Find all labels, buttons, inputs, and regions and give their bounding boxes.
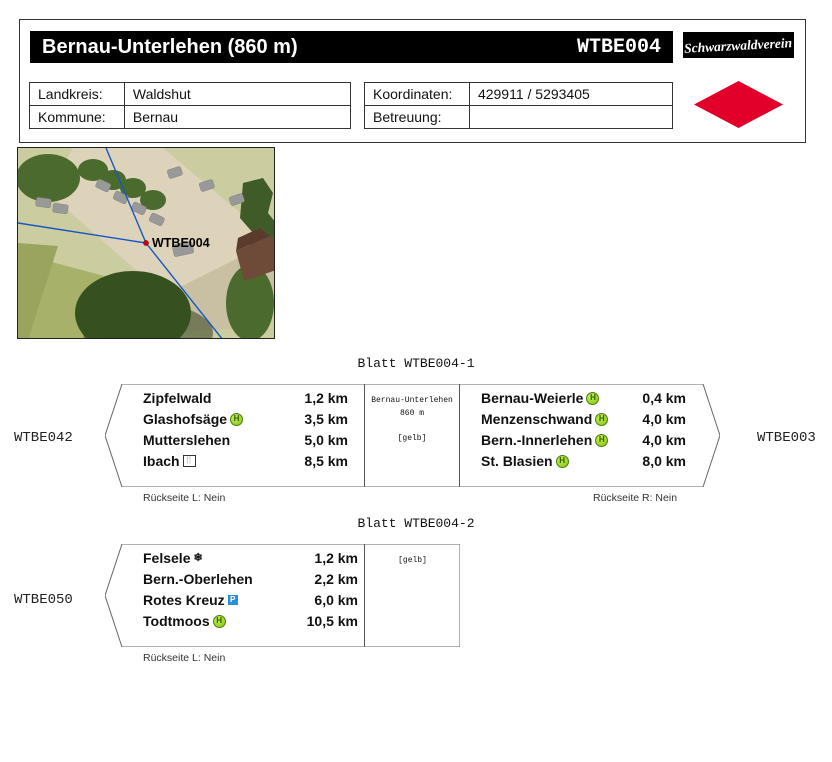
svg-text:WTBE004: WTBE004	[152, 236, 210, 250]
